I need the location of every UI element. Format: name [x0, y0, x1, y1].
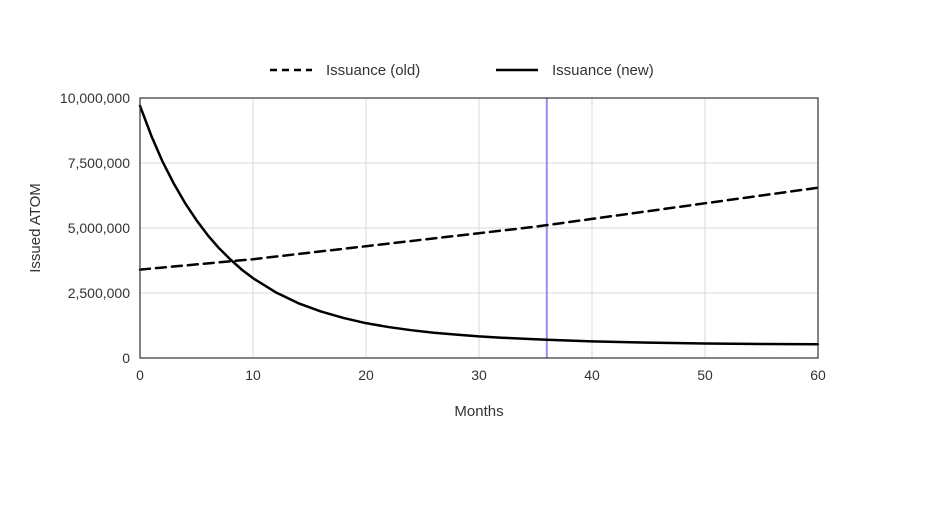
x-tick-label: 10	[245, 367, 261, 383]
issuance-chart: 0 10 20 30 40 50 60 0 2,500,000 5,000,000 7,500,00…	[0, 0, 936, 508]
x-tick-label: 50	[697, 367, 713, 383]
x-tick-label: 60	[810, 367, 826, 383]
legend-label-new: Issuance (new)	[552, 62, 654, 79]
y-tick-label: 0	[122, 350, 130, 366]
y-tick-label: 7,500,000	[68, 155, 130, 171]
x-tick-label: 0	[136, 367, 144, 383]
y-tick-label: 10,000,000	[60, 90, 130, 106]
legend-label-old: Issuance (old)	[326, 62, 420, 79]
y-tick-label: 5,000,000	[68, 220, 130, 236]
x-tick-label: 30	[471, 367, 487, 383]
y-axis-label: Issued ATOM	[27, 183, 44, 272]
x-tick-label: 20	[358, 367, 374, 383]
y-tick-label: 2,500,000	[68, 285, 130, 301]
x-tick-label: 40	[584, 367, 600, 383]
x-axis-label: Months	[454, 403, 503, 420]
